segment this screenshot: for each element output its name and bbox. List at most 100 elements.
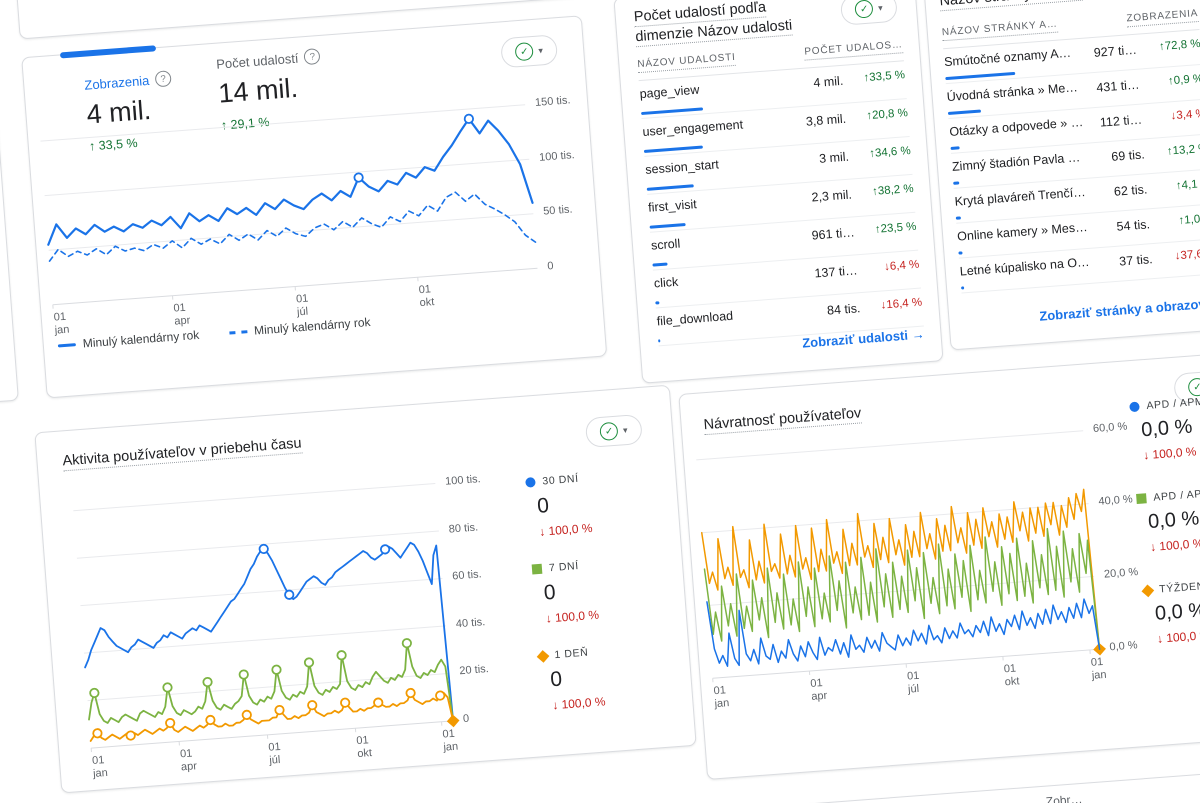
solid-line-swatch [57, 342, 76, 347]
overview-card: Zobrazenia? 4 mil. ↑ 33,5 % Počet udalos… [21, 15, 608, 399]
x-axis-tick-label: 01 apr [173, 301, 191, 328]
card-title: Návratnosť používateľov [703, 405, 862, 436]
value-bar [658, 339, 661, 343]
x-axis-tick-label: 01 jan [1090, 655, 1107, 682]
x-axis-tick-label: 01 okt [355, 734, 373, 761]
check-filter-button[interactable]: ✓ ▾ [584, 413, 643, 449]
check-filter-button[interactable]: ✓ ▾ [839, 0, 898, 26]
check-circle-icon: ✓ [1187, 377, 1200, 397]
value-bar [649, 223, 686, 229]
user-activity-card: Aktivita používateľov v priebehu času ✓ … [34, 384, 697, 794]
check-circle-icon: ✓ [854, 0, 874, 19]
column-header[interactable]: POČET UDALOS… [804, 39, 904, 61]
legend-value: 0,0 % [1140, 415, 1194, 442]
metric-value: 14 mil. [217, 72, 299, 109]
y-axis-tick-label: 60,0 % [1092, 420, 1128, 436]
check-circle-icon: ✓ [514, 41, 535, 62]
question-circle-icon: ? [154, 70, 172, 88]
value-bar [655, 301, 660, 305]
diamond-marker-icon [536, 649, 550, 663]
legend-delta: ↓ 100,0 % [1156, 628, 1200, 646]
question-circle-icon: ? [303, 47, 321, 66]
retention-card: Návratnosť používateľov ✓ ▾ 60,0 %40,0 %… [678, 351, 1200, 780]
caret-down-icon: ▾ [537, 44, 544, 56]
view-pages-link[interactable]: Zobraziť stránky a obrazovky [1038, 295, 1200, 324]
x-axis-tick-label: 01 apr [179, 747, 198, 774]
legend-item: APD / APM 0,0 % ↓ 100,0 % [1129, 395, 1200, 463]
legend-delta: ↓ 100,0 % [1149, 536, 1200, 555]
retention-chart: 60,0 % 40,0 % 20,0 % 0,0 % 01 jan 01 apr 01 jú… [696, 421, 1139, 710]
delta: ↑20,8 % [865, 107, 909, 123]
x-axis-tick-label: 01 apr [809, 677, 828, 703]
column-header[interactable]: NÁZOV UDALOSTI [637, 51, 737, 74]
x-axis-tick-label: 01 júl [906, 669, 920, 696]
y-axis-tick-label: 20 tis. [459, 663, 490, 678]
legend-item: APD / APT 0,0 % ↓ 100,0 % [1136, 487, 1200, 555]
value-bar [641, 107, 704, 116]
chart-legend: 30 DNÍ 0 ↓ 100,0 % 7 DNÍ 0 ↓ 100,0 % 1 D… [525, 472, 608, 737]
delta: ↑0,9 % [1167, 72, 1200, 88]
x-axis-tick-label: 01 júl [295, 292, 309, 319]
user-activity-chart: 100 tis. 80 tis. 60 tis. 40 tis. 20 tis. 0 01 … [73, 473, 489, 780]
circle-marker-icon [1129, 401, 1140, 413]
column-header[interactable]: ZOBRAZENIA [1126, 8, 1199, 28]
y-axis-tick-label: 50 tis. [542, 203, 573, 218]
value-bar [953, 181, 960, 185]
dashed-line-swatch [229, 329, 248, 335]
legend-item: 30 DNÍ 0 ↓ 100,0 % [525, 472, 593, 540]
x-axis-tick-label: 01 jan [442, 727, 459, 754]
metric-value: 4 mil. [85, 94, 153, 130]
arrow-right-icon: → [910, 326, 926, 343]
active-tab-indicator [59, 45, 157, 59]
chart-legend: APD / APM 0,0 % ↓ 100,0 % APD / APT 0,0 … [1129, 395, 1200, 676]
y-axis-tick-label: 100 tis. [444, 473, 482, 488]
legend-value: 0 [549, 667, 563, 692]
y-axis-tick-label: 0 [546, 260, 554, 273]
y-axis-tick-label: 0,0 % [1109, 639, 1138, 654]
pages-card: Zobrazenia podľa dimenzie Názov stránky … [922, 0, 1200, 351]
value-bar [950, 146, 960, 150]
legend-delta: ↓ 100,0 % [1142, 444, 1197, 463]
overview-chart: 150 tis. 100 tis. 50 tis. 0 01 jan 01 apr 01 j… [40, 94, 575, 337]
y-axis-tick-label: 20,0 % [1103, 566, 1139, 581]
legend-label: Minulý kalendárny rok [82, 327, 200, 351]
tab-label: Počet udalostí [215, 50, 299, 72]
legend-value: 0 [542, 580, 557, 605]
y-axis-tick-label: 40,0 % [1098, 493, 1134, 508]
delta: ↓3,4 % [1170, 107, 1200, 123]
legend-label: Minulý kalendárny rok [253, 314, 371, 338]
events-card: Počet udalostí podľa dimenzie Názov udal… [613, 0, 944, 384]
y-axis-tick-label: 100 tis. [538, 148, 575, 164]
partial-card-left [0, 59, 19, 432]
partial-link[interactable]: Zobr… [1045, 791, 1083, 803]
diamond-marker-icon [1141, 584, 1155, 597]
delta: ↑72,8 % [1158, 37, 1200, 54]
legend-delta: ↓ 100,0 % [551, 694, 607, 713]
check-filter-button[interactable]: ✓ ▾ [500, 34, 559, 69]
delta: ↑1,0 % [1178, 212, 1200, 228]
value-bar [955, 216, 961, 220]
legend-value: 0,0 % [1154, 599, 1200, 625]
delta: ↑38,2 % [871, 182, 915, 198]
legend-item: TÝŽDENN… 0,0 % ↓ 100,0 % [1141, 579, 1200, 647]
y-axis-tick-label: 150 tis. [534, 94, 571, 109]
delta: ↑23,5 % [874, 220, 917, 236]
table-body: Smútočné oznamy A… 927 ti… ↑72,8 % Úvodná … [943, 29, 1200, 294]
y-axis-tick-label: 40 tis. [455, 615, 486, 631]
delta: ↓16,4 % [880, 296, 923, 312]
value-bar [646, 184, 694, 191]
value-bar [643, 145, 703, 153]
value-bar [958, 251, 963, 255]
column-header[interactable]: NÁZOV STRÁNKY A… [941, 18, 1059, 42]
value-bar [961, 286, 965, 290]
caret-down-icon: ▾ [622, 424, 628, 435]
x-axis-tick-label: 01 jan [53, 310, 70, 337]
delta: ↓37,6 % [1174, 247, 1200, 263]
card-title: Počet udalostí podľa dimenzie Názov udal… [633, 0, 793, 48]
legend-item: 7 DNÍ 0 ↓ 100,0 % [531, 559, 599, 627]
circle-marker-icon [525, 477, 536, 488]
delta: ↓6,4 % [883, 258, 920, 274]
value-bar [947, 109, 982, 116]
card-title: Aktivita používateľov v priebehu času [61, 435, 303, 472]
square-marker-icon [531, 563, 543, 575]
